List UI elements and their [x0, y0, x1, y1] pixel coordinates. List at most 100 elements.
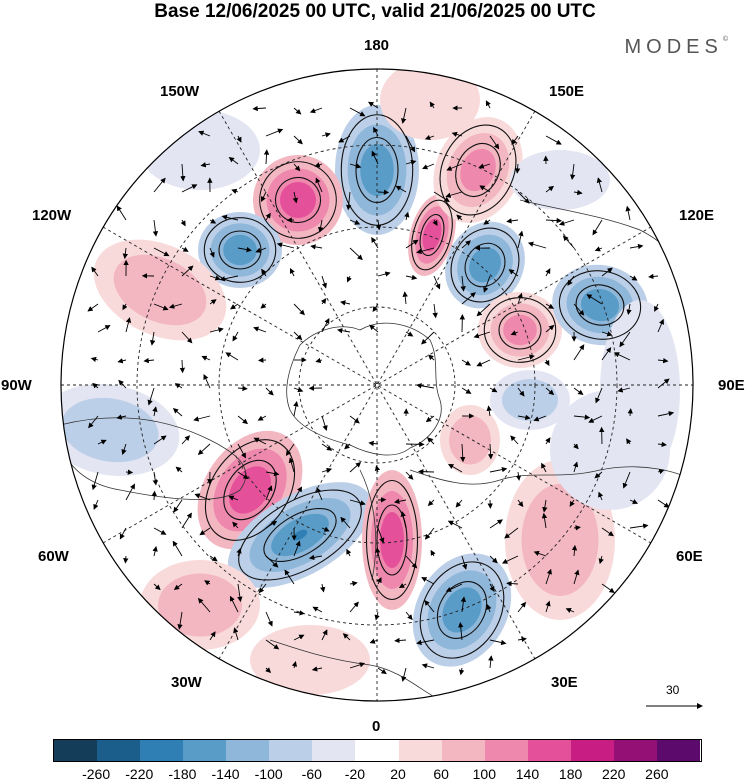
wind-vector [174, 383, 183, 389]
page-title: Base 12/06/2025 00 UTC, valid 21/06/2025… [154, 1, 596, 22]
wind-vector [460, 596, 467, 613]
wind-vector [517, 230, 524, 249]
wind-vector [541, 462, 547, 473]
wind-vector [97, 439, 107, 445]
wind-vector [426, 437, 435, 445]
wind-vector [88, 415, 99, 429]
wind-vector [293, 163, 301, 172]
wind-vector [586, 294, 603, 305]
wind-vector [228, 156, 239, 165]
wind-vector [293, 540, 301, 557]
colorbar-swatch [53, 739, 97, 761]
wind-vector [181, 184, 198, 193]
wind-vector [317, 219, 324, 233]
wind-vector [405, 159, 417, 166]
wind-vector [405, 239, 419, 249]
wind-vector [209, 247, 215, 258]
wind-vector [232, 521, 239, 529]
colorbar-swatch [570, 739, 615, 761]
wind-vector [284, 569, 295, 585]
wind-vector [517, 387, 525, 397]
wind-vector [265, 639, 280, 650]
wind-vector [198, 130, 211, 137]
wind-vector [123, 555, 129, 564]
wind-vector [172, 540, 183, 557]
anomaly-shading-cell [422, 218, 442, 252]
wind-vector [573, 461, 579, 473]
wind-vector [405, 471, 414, 480]
colorbar-swatch [441, 739, 485, 761]
wind-vector [209, 275, 221, 281]
wind-vector [369, 324, 379, 333]
wind-vector [545, 387, 555, 396]
wind-vector [398, 583, 407, 589]
wind-vector [424, 599, 435, 613]
wind-vector [342, 633, 351, 641]
wind-vector [293, 303, 305, 316]
wind-vector [657, 468, 665, 475]
wind-vector [320, 298, 327, 305]
wind-vector [517, 636, 527, 643]
height-contour [419, 213, 445, 257]
wind-vector [253, 437, 267, 445]
wind-vector [424, 527, 435, 540]
wind-vector [626, 438, 632, 445]
wind-vector [571, 544, 578, 557]
wind-vector [177, 611, 183, 630]
wind-vector [478, 163, 491, 169]
wind-vector [486, 604, 492, 613]
lon-label-0: 0 [372, 718, 381, 735]
wind-vector [533, 415, 547, 422]
wind-vector [237, 246, 252, 253]
wind-vector [321, 526, 330, 532]
wind-vector [588, 415, 603, 423]
wind-vector [445, 583, 463, 592]
colorbar-tick-label: -260 [82, 766, 111, 782]
wind-vector [321, 467, 333, 473]
wind-vector [657, 499, 670, 508]
wind-vector [349, 415, 360, 424]
wind-vector [476, 303, 491, 317]
wind-vector [346, 548, 352, 557]
wind-vector [401, 667, 407, 682]
wind-vector [489, 555, 498, 564]
wind-vector [194, 493, 211, 501]
wind-vector [147, 387, 155, 406]
wind-vector [118, 379, 127, 389]
wind-vector [573, 387, 584, 396]
wind-vector [265, 667, 272, 674]
wind-vector [265, 128, 284, 137]
colorbar-tick-label: -180 [168, 766, 197, 782]
anomaly-shading-cell [503, 314, 537, 346]
colorbar-tick-label: 100 [472, 766, 496, 782]
wind-vector [236, 135, 242, 143]
wind-vector [293, 401, 299, 417]
wind-vector [265, 470, 280, 477]
lon-label-180: 180 [364, 37, 390, 54]
wind-vector [117, 358, 127, 364]
anomaly-shading-cell [600, 300, 680, 480]
wind-vector [461, 292, 476, 305]
wind-vector [545, 268, 551, 277]
wind-vector [173, 583, 183, 591]
wind-vector [143, 357, 155, 364]
wind-vector [219, 275, 239, 282]
wind-vector [293, 610, 305, 616]
wind-vector [119, 527, 127, 540]
wind-vector [545, 324, 555, 333]
wind-vector [237, 443, 246, 459]
wind-vector [125, 469, 134, 475]
anomaly-shading-cell [61, 397, 159, 463]
height-contour [204, 439, 296, 541]
wind-vector [292, 191, 298, 204]
lon-label-120e: 120E [679, 207, 715, 224]
wind-vector [122, 303, 128, 311]
wind-vector [400, 511, 407, 529]
wind-vector [479, 185, 491, 193]
lon-label-90w: 90W [1, 377, 32, 394]
wind-vector [90, 356, 99, 363]
wind-vector [231, 188, 239, 194]
wind-vector [237, 385, 248, 392]
colorbar-tick-label: 60 [433, 766, 449, 782]
